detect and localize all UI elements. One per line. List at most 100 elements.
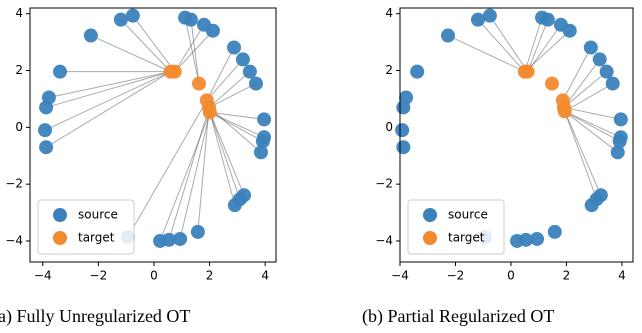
transport-link	[527, 24, 562, 72]
transport-link	[208, 83, 257, 108]
transport-link	[197, 107, 210, 232]
source-point	[613, 112, 628, 127]
target-point	[167, 64, 182, 79]
subplot: −4 −2 0 2 4 −4 −2 0 2 4 source target (a) Fully Unre…	[0, 6, 277, 327]
transport-link	[489, 15, 529, 72]
transport-link	[564, 111, 598, 200]
y-tick-label: −4	[375, 233, 393, 247]
source-point	[584, 198, 599, 213]
transport-link	[174, 24, 205, 72]
target-point	[202, 105, 217, 120]
axes-frame	[399, 7, 634, 263]
transport-link	[209, 112, 245, 196]
legend-label: target	[448, 231, 485, 245]
transport-link	[209, 111, 265, 138]
source-point	[440, 28, 455, 43]
y-tick-label: 0	[15, 120, 23, 134]
transport-link	[564, 83, 614, 112]
transport-link	[48, 71, 171, 98]
y-tick-label: 2	[15, 63, 23, 77]
legend-label: source	[78, 208, 118, 222]
source-point	[83, 28, 98, 43]
source-point	[153, 233, 168, 248]
transport-link	[184, 17, 200, 84]
source-point	[242, 64, 257, 79]
transport-link	[564, 111, 602, 196]
source-point	[183, 12, 198, 27]
x-tick-label: −2	[90, 269, 108, 283]
source-point	[39, 140, 54, 155]
x-tick-label: −4	[34, 269, 52, 283]
y-tick-label: −2	[375, 177, 393, 191]
source-point	[235, 52, 250, 67]
source-point	[113, 12, 128, 27]
transport-link	[563, 59, 601, 108]
transport-link	[447, 35, 526, 73]
source-point	[38, 123, 53, 138]
source-point	[396, 140, 411, 155]
target-point	[545, 76, 560, 91]
x-tick-label: 4	[618, 269, 626, 283]
source-point	[227, 198, 242, 213]
transport-link	[90, 35, 171, 73]
x-tick-label: 2	[206, 269, 214, 283]
transport-link	[527, 19, 549, 72]
y-tick-label: −4	[5, 233, 23, 247]
transport-link	[524, 17, 543, 72]
source-point	[255, 134, 270, 149]
y-tick-label: 0	[385, 120, 393, 134]
source-point	[470, 12, 485, 27]
legend-label: target	[78, 231, 115, 245]
transport-link	[44, 71, 171, 131]
transport-link	[132, 15, 176, 72]
source-point	[510, 233, 525, 248]
source-point	[39, 100, 54, 115]
x-tick-label: 2	[563, 269, 571, 283]
transport-link	[208, 107, 262, 153]
transport-link	[563, 106, 621, 120]
y-tick-label: 4	[15, 6, 23, 20]
source-point	[599, 64, 614, 79]
source-point	[205, 23, 220, 38]
x-tick-label: 0	[507, 269, 515, 283]
legend-marker	[423, 208, 437, 222]
legend-label: source	[448, 208, 488, 222]
transport-link	[208, 71, 251, 108]
source-point	[592, 52, 607, 67]
source-point	[125, 8, 140, 23]
legend-marker	[53, 231, 67, 245]
transport-link	[206, 59, 244, 101]
source-point	[547, 224, 562, 239]
source-point	[562, 23, 577, 38]
transport-link	[45, 71, 171, 148]
source-point	[253, 145, 268, 160]
source-point	[410, 64, 425, 79]
transport-link	[174, 30, 214, 72]
legend-marker	[53, 208, 67, 222]
source-point	[482, 8, 497, 23]
x-tick-label: 4	[261, 269, 269, 283]
transport-link	[477, 19, 526, 72]
transport-link	[564, 110, 620, 142]
source-point	[396, 100, 411, 115]
source-point	[610, 145, 625, 160]
transport-link	[209, 112, 236, 206]
source-point	[540, 12, 555, 27]
source-point	[248, 76, 263, 91]
target-point	[520, 64, 535, 79]
source-point	[395, 123, 410, 138]
transport-link	[159, 112, 211, 242]
source-point	[605, 76, 620, 91]
source-point	[173, 231, 188, 246]
source-point	[257, 112, 272, 127]
source-point	[53, 64, 68, 79]
y-tick-label: 4	[385, 6, 393, 20]
subplot: −4 −2 0 2 4 −4 −2 0 2 4 source target (b) Partial Re…	[362, 6, 634, 327]
transport-link	[564, 110, 622, 138]
transport-link	[190, 19, 200, 84]
axes-frame	[29, 7, 277, 263]
target-point	[192, 76, 207, 91]
transport-link	[206, 47, 235, 101]
transport-link	[209, 111, 265, 120]
